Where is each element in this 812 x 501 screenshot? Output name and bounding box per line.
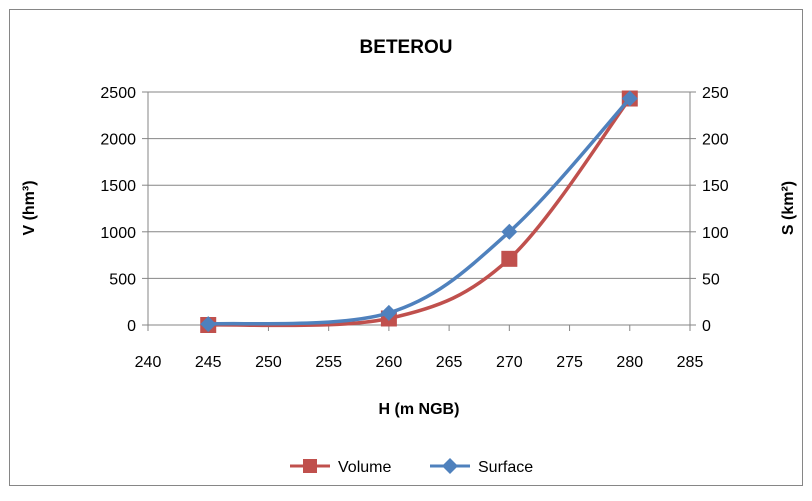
x-tick-label: 260: [376, 354, 403, 371]
tick-layer: 0 500 1000 1500 2000 2500 0 50 100 150 200 250 240 24…: [100, 85, 728, 371]
series-line-volume: [208, 97, 632, 328]
legend-surface-marker: [442, 458, 458, 474]
point-surface: [501, 223, 518, 240]
legend-volume-label: Volume: [338, 459, 391, 476]
legend-surface-label: Surface: [478, 459, 533, 476]
x-tick-label: 240: [135, 354, 162, 371]
grid-layer: [148, 91, 690, 279]
chart-border: [9, 9, 803, 486]
y2-tick-label: 200: [702, 132, 729, 149]
y2-axis-title: S (km²): [780, 181, 797, 235]
x-tick-label: 245: [195, 354, 222, 371]
legend: Volume Surface: [290, 458, 533, 476]
x-tick-label: 270: [496, 354, 523, 371]
y-tick-label: 1500: [100, 178, 136, 195]
point-surface: [200, 316, 217, 333]
x-tick-label: 280: [616, 354, 643, 371]
chart-title: BETEROU: [360, 37, 453, 58]
y2-tick-label: 250: [702, 85, 729, 102]
y-tick-label: 500: [109, 271, 136, 288]
y-tick-label: 2000: [100, 132, 136, 149]
y2-tick-label: 0: [702, 318, 711, 335]
point-surface: [380, 304, 397, 321]
x-tick-label: 265: [436, 354, 463, 371]
x-tick-label: 275: [556, 354, 583, 371]
x-tick-label: 250: [255, 354, 282, 371]
point-volume: [501, 250, 518, 267]
y-tick-label: 0: [127, 318, 136, 335]
y2-tick-label: 150: [702, 178, 729, 195]
y-tick-label: 2500: [100, 85, 136, 102]
y-axis-title: V (hm³): [21, 180, 38, 235]
series-line-surface: [208, 97, 632, 326]
series-layer: [200, 90, 638, 333]
x-tick-label: 255: [315, 354, 342, 371]
legend-volume-marker: [303, 459, 317, 473]
x-axis-title: H (m NGB): [379, 401, 460, 418]
y2-tick-label: 100: [702, 225, 729, 242]
x-tick-label: 285: [677, 354, 704, 371]
y-tick-label: 1000: [100, 225, 136, 242]
y2-tick-label: 50: [702, 271, 720, 288]
point-surface: [621, 90, 638, 107]
